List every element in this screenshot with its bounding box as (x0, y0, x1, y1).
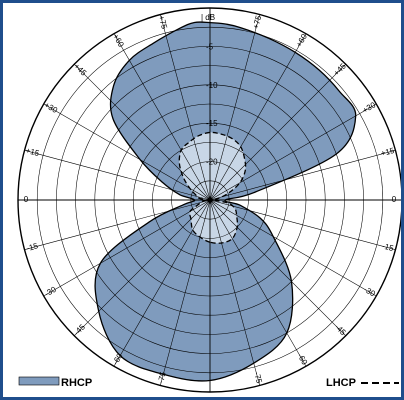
grid-spoke (113, 33, 211, 201)
grid-spoke (24, 199, 211, 250)
angle-tick-label: -15 (381, 241, 395, 253)
series-rhcp (94, 21, 357, 382)
grid-spoke (209, 199, 307, 367)
angle-tick-label: +75 (157, 14, 169, 30)
grid-spoke (209, 33, 307, 201)
angle-tick-label: -75 (156, 370, 168, 384)
grid-spoke (209, 199, 346, 336)
chart-frame: | dB -5 -10 -15 -20 +75 +60 +45 +30 +15 0 -15 -30 -45… (3, 3, 401, 397)
angle-tick-label: -60 (296, 352, 310, 367)
polar-chart: | dB-5-10-15-20+75+60+45+30+150-15-30-45… (17, 7, 401, 393)
grid-spoke (74, 199, 211, 336)
grid-layer (17, 7, 401, 393)
angle-tick-label: -45 (72, 322, 87, 337)
series-lhcp (178, 131, 247, 244)
radial-tick-label: -20 (206, 158, 218, 167)
grid-spoke (160, 199, 211, 386)
grid-spoke (113, 199, 211, 367)
legend-lhcp-label: LHCP (326, 377, 356, 389)
grid-spoke (24, 150, 211, 201)
grid-spoke (160, 14, 211, 201)
angle-tick-label: +15 (25, 146, 41, 158)
grid-spoke (209, 199, 377, 297)
angle-tick-label: -30 (362, 285, 377, 299)
angle-tick-label: +30 (43, 100, 60, 115)
angle-tick-label: -30 (43, 285, 58, 299)
angle-tick-label: +75 (251, 14, 263, 30)
legend-rhcp-label: RHCP (61, 377, 92, 389)
center-point (207, 197, 213, 203)
grid-spoke (209, 64, 346, 201)
radial-tick-label: -15 (206, 119, 218, 128)
grid-spoke (209, 150, 396, 201)
angle-tick-label: 0 (24, 195, 29, 204)
angle-tick-label: -15 (25, 241, 39, 253)
grid-spoke (209, 199, 396, 250)
series-layer (94, 21, 357, 382)
legend-rhcp-swatch (18, 376, 60, 386)
radial-unit-label: | dB (201, 13, 215, 22)
angle-tick-label: +60 (111, 32, 126, 49)
angle-tick-label: -75 (252, 371, 264, 385)
radial-tick-label: -5 (206, 42, 214, 51)
grid-spoke (43, 199, 211, 297)
angle-tick-label: 0 (392, 195, 397, 204)
grid-spoke (209, 14, 260, 201)
grid-spoke (74, 64, 211, 201)
angle-tick-label: +15 (380, 146, 396, 158)
legend: RHCP LHCP (18, 376, 399, 389)
radial-tick-label: -10 (206, 81, 218, 90)
grid-spoke (43, 103, 211, 201)
grid-spoke (209, 103, 377, 201)
grid-spoke (209, 199, 260, 386)
